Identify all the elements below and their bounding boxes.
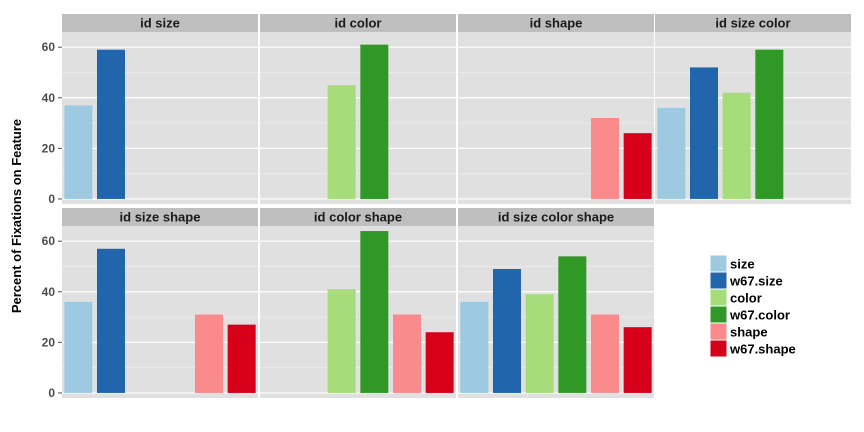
- legend-item: w67.size: [709, 271, 783, 290]
- y-axis-label: Percent of Fixations on Feature: [9, 119, 24, 313]
- bar-w67-size: [97, 49, 125, 199]
- bar-shape: [195, 314, 223, 393]
- y-tick-label: 60: [42, 40, 56, 54]
- bar-w67-size: [97, 248, 125, 393]
- legend-label: w67.size: [729, 274, 783, 289]
- legend-swatch: [709, 271, 728, 290]
- bar-color: [327, 85, 356, 199]
- panel-background: [655, 32, 851, 204]
- legend-item: w67.shape: [709, 339, 796, 358]
- facet-title: id size: [140, 16, 180, 31]
- facet-title: id size color shape: [498, 210, 614, 225]
- bar-size: [460, 301, 489, 393]
- panel-background: [62, 226, 258, 398]
- bar-color: [722, 92, 751, 199]
- facet-strip: [260, 208, 456, 226]
- panel-background: [458, 32, 654, 204]
- facet-panel: id size color: [655, 14, 851, 204]
- facet-title: id size shape: [120, 210, 201, 225]
- facet-panel: id size color shape: [458, 208, 654, 398]
- bar-w67-shape: [227, 324, 256, 393]
- facet-panel: id size 0 20 40 60: [42, 14, 258, 206]
- bar-shape: [591, 314, 619, 393]
- facet-title: id color shape: [314, 210, 402, 225]
- y-tick-label: 0: [48, 386, 55, 400]
- legend-swatch: [709, 305, 728, 324]
- bar-shape: [591, 118, 619, 199]
- bar-shape: [393, 314, 421, 393]
- y-tick-label: 0: [48, 192, 55, 206]
- y-tick-label: 60: [42, 234, 56, 248]
- panel-background: [458, 226, 654, 398]
- y-tick-label: 20: [42, 335, 56, 349]
- legend-item: shape: [709, 322, 768, 341]
- legend-item: color: [709, 288, 762, 307]
- legend-label: shape: [730, 325, 768, 340]
- facet-panel: id shape: [458, 14, 654, 204]
- facet-title: id size color: [715, 16, 790, 31]
- bar-color: [327, 289, 356, 393]
- bar-size: [657, 107, 686, 199]
- bar-w67-color: [755, 49, 784, 199]
- facet-title: id shape: [530, 16, 583, 31]
- y-tick-label: 40: [42, 285, 56, 299]
- legend-swatch: [709, 254, 728, 273]
- facet-strip: [458, 208, 654, 226]
- legend: size w67.size color w67.color shape w67.shape: [709, 254, 796, 358]
- bar-w67-shape: [623, 133, 652, 199]
- panel-background: [260, 226, 456, 398]
- bar-w67-shape: [425, 332, 454, 393]
- legend-label: w67.color: [729, 308, 790, 323]
- facet-strip: [260, 14, 456, 32]
- facet-strip: [62, 208, 258, 226]
- facet-strip: [655, 14, 851, 32]
- bar-w67-shape: [623, 327, 652, 393]
- bar-w67-size: [690, 67, 718, 199]
- y-tick-label: 20: [42, 141, 56, 155]
- facet-strip: [62, 14, 258, 32]
- bar-w67-color: [558, 256, 587, 393]
- legend-label: color: [730, 291, 762, 306]
- y-tick-label: 40: [42, 91, 56, 105]
- panel-background: [260, 32, 456, 204]
- facet-title: id color: [335, 16, 382, 31]
- facet-panel: id size shape 0 20 40 60: [42, 208, 258, 400]
- panel-background: [62, 32, 258, 204]
- facet-strip: [458, 14, 654, 32]
- legend-swatch: [709, 288, 728, 307]
- bar-size: [64, 105, 93, 199]
- bar-w67-color: [360, 44, 389, 199]
- legend-label: size: [730, 257, 755, 272]
- bar-w67-color: [360, 231, 389, 393]
- legend-swatch: [709, 339, 728, 358]
- legend-swatch: [709, 322, 728, 341]
- legend-item: size: [709, 254, 755, 273]
- legend-item: w67.color: [709, 305, 790, 324]
- bar-size: [64, 301, 93, 393]
- bar-color: [525, 294, 554, 393]
- facet-panel: id color: [260, 14, 456, 204]
- facet-panel: id color shape: [260, 208, 456, 398]
- legend-label: w67.shape: [729, 342, 796, 357]
- bar-w67-size: [493, 269, 521, 393]
